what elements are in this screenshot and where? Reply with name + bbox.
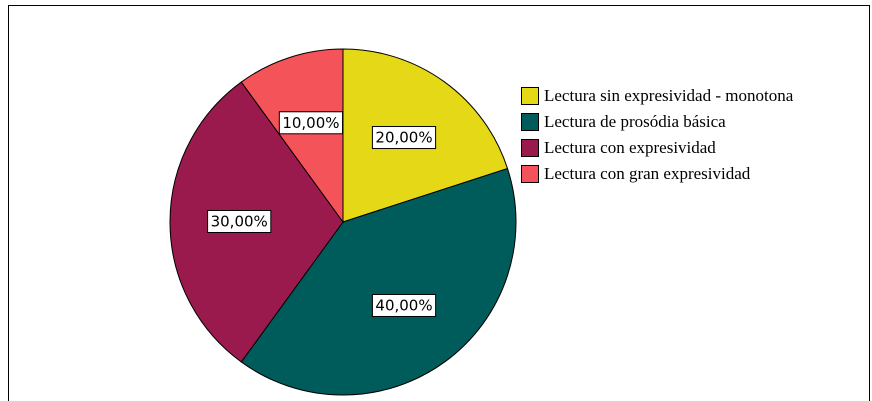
legend-swatch <box>521 113 539 131</box>
data-label-box <box>371 126 437 150</box>
data-label: 20,00% <box>375 129 432 147</box>
data-label: 10,00% <box>282 114 339 132</box>
legend-swatch <box>521 165 539 183</box>
pie-slice <box>240 48 344 224</box>
legend-label: Lectura sin expresividad - monotona <box>544 86 794 105</box>
legend-label: Lectura con gran expresividad <box>544 164 751 183</box>
data-label-box <box>278 111 344 135</box>
pie-slice <box>240 167 517 396</box>
data-label: 30,00% <box>211 213 268 231</box>
data-label-box <box>207 210 272 233</box>
legend-label: Lectura de prosódia básica <box>544 112 726 131</box>
legend-label: Lectura con expresividad <box>544 138 716 157</box>
data-label-box <box>371 293 437 317</box>
legend-swatch <box>521 87 539 105</box>
legend-swatch <box>521 139 539 157</box>
data-label: 40,00% <box>375 296 432 314</box>
